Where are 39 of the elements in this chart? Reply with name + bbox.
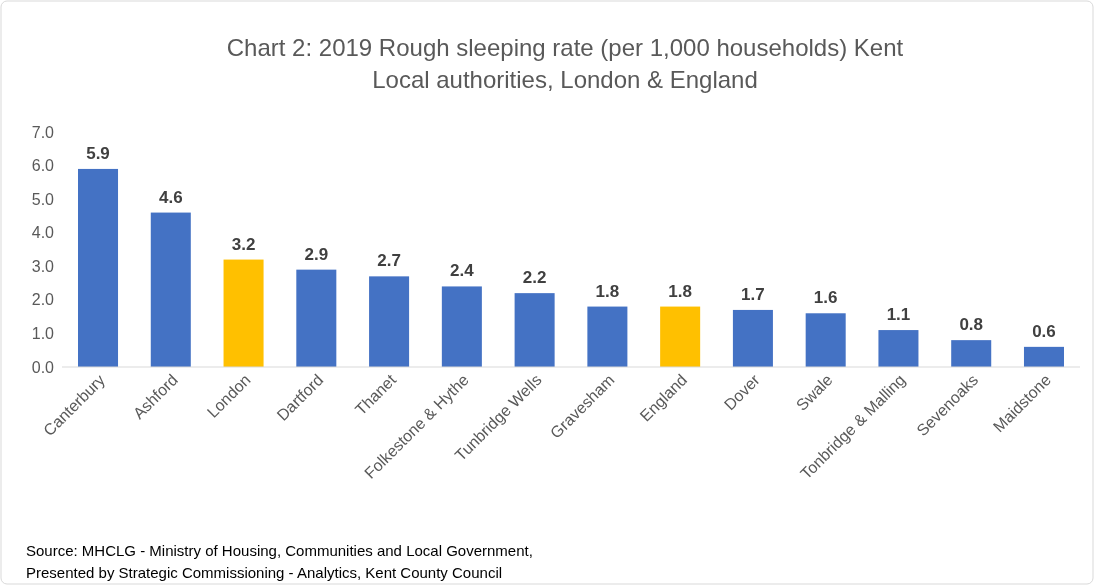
y-tick-label: 3.0 bbox=[31, 257, 55, 275]
data-label: 2.7 bbox=[377, 251, 401, 271]
y-tick-label: 4.0 bbox=[31, 224, 55, 242]
source-note: Source: MHCLG - Ministry of Housing, Communities and Local Government, bbox=[26, 542, 533, 559]
chart-title: Chart 2: 2019 Rough sleeping rate (per 1,000 households) Kent Local authorities, London & England bbox=[226, 34, 904, 93]
text: Presented by Strategic Commissioning - Analytics, Kent County Council bbox=[26, 564, 503, 581]
y-tick-label: 5.0 bbox=[31, 190, 55, 208]
bar bbox=[805, 313, 846, 367]
data-label: 2.2 bbox=[522, 268, 547, 288]
bar bbox=[514, 293, 555, 367]
bar bbox=[587, 306, 628, 367]
bar bbox=[878, 330, 919, 367]
data-label: 1.8 bbox=[595, 281, 620, 301]
y-tick-label: 6.0 bbox=[31, 157, 55, 175]
bar bbox=[150, 212, 191, 367]
y-tick-label: 7.0 bbox=[31, 123, 55, 141]
y-tick-label: 0.0 bbox=[31, 358, 55, 376]
bar bbox=[223, 259, 264, 367]
data-label: 1.6 bbox=[813, 288, 838, 308]
bar bbox=[1023, 346, 1064, 367]
bar bbox=[660, 306, 701, 367]
data-label: 0.6 bbox=[1032, 321, 1056, 341]
data-label: 5.9 bbox=[86, 143, 110, 163]
bar bbox=[78, 168, 119, 367]
y-tick-label: 2.0 bbox=[31, 291, 55, 309]
bar bbox=[441, 286, 482, 367]
bar bbox=[296, 269, 337, 367]
data-label: 2.9 bbox=[304, 244, 329, 264]
data-label: 1.7 bbox=[741, 284, 765, 304]
data-label: 1.8 bbox=[668, 281, 692, 301]
data-label: 4.6 bbox=[158, 187, 183, 207]
data-label: 1.1 bbox=[886, 305, 911, 325]
data-label: 0.8 bbox=[959, 315, 984, 335]
data-label: 2.4 bbox=[450, 261, 475, 281]
y-tick-label: 1.0 bbox=[31, 325, 55, 343]
data-label: 3.2 bbox=[231, 234, 256, 254]
bar bbox=[732, 309, 773, 367]
bar bbox=[369, 276, 410, 367]
bar bbox=[951, 340, 992, 367]
